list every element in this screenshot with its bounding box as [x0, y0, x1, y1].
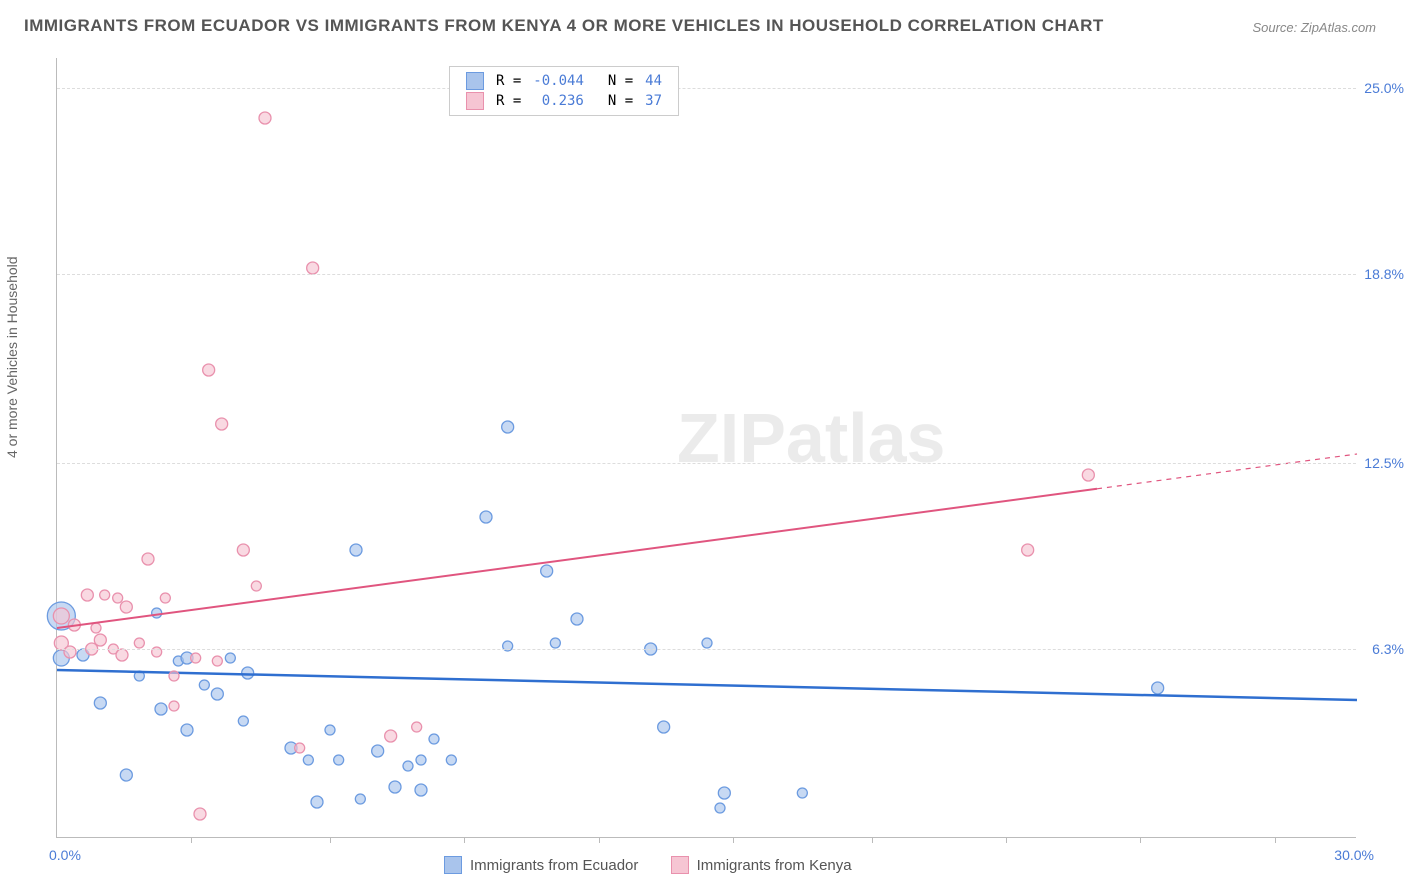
swatch-kenya-icon	[671, 856, 689, 874]
gridline	[57, 88, 1356, 89]
x-tick	[1006, 837, 1007, 843]
stats-legend: R = -0.044 N = 44 R = 0.236 N = 37	[449, 66, 679, 116]
legend-item-kenya: Immigrants from Kenya	[671, 856, 852, 874]
gridline	[57, 463, 1356, 464]
swatch-ecuador	[466, 72, 484, 90]
x-tick	[1275, 837, 1276, 843]
y-axis-label: 4 or more Vehicles in Household	[4, 256, 20, 458]
y-tick-label: 6.3%	[1372, 641, 1404, 657]
series-legend: Immigrants from Ecuador Immigrants from …	[430, 856, 866, 878]
x-tick	[464, 837, 465, 843]
x-tick	[872, 837, 873, 843]
r-value-kenya: 0.236	[527, 91, 590, 111]
x-axis-min: 0.0%	[49, 847, 81, 863]
y-tick-label: 18.8%	[1364, 266, 1404, 282]
x-tick	[330, 837, 331, 843]
chart-title: IMMIGRANTS FROM ECUADOR VS IMMIGRANTS FR…	[24, 16, 1104, 36]
x-tick	[733, 837, 734, 843]
source-label: Source: ZipAtlas.com	[1252, 20, 1376, 35]
y-tick-label: 25.0%	[1364, 80, 1404, 96]
swatch-kenya	[466, 92, 484, 110]
stats-row-ecuador: R = -0.044 N = 44	[460, 71, 668, 91]
gridline	[57, 274, 1356, 275]
x-tick	[599, 837, 600, 843]
y-tick-label: 12.5%	[1364, 455, 1404, 471]
r-value-ecuador: -0.044	[527, 71, 590, 91]
legend-item-ecuador: Immigrants from Ecuador	[444, 856, 638, 874]
x-axis-max: 30.0%	[1334, 847, 1374, 863]
plot-area: ZIPatlas 6.3%12.5%18.8%25.0% 0.0% 30.0% …	[56, 58, 1356, 838]
n-value-ecuador: 44	[639, 71, 668, 91]
x-tick	[191, 837, 192, 843]
gridline	[57, 649, 1356, 650]
x-tick	[1140, 837, 1141, 843]
swatch-ecuador-icon	[444, 856, 462, 874]
stats-row-kenya: R = 0.236 N = 37	[460, 91, 668, 111]
n-value-kenya: 37	[639, 91, 668, 111]
scatter-svg	[57, 58, 1356, 837]
